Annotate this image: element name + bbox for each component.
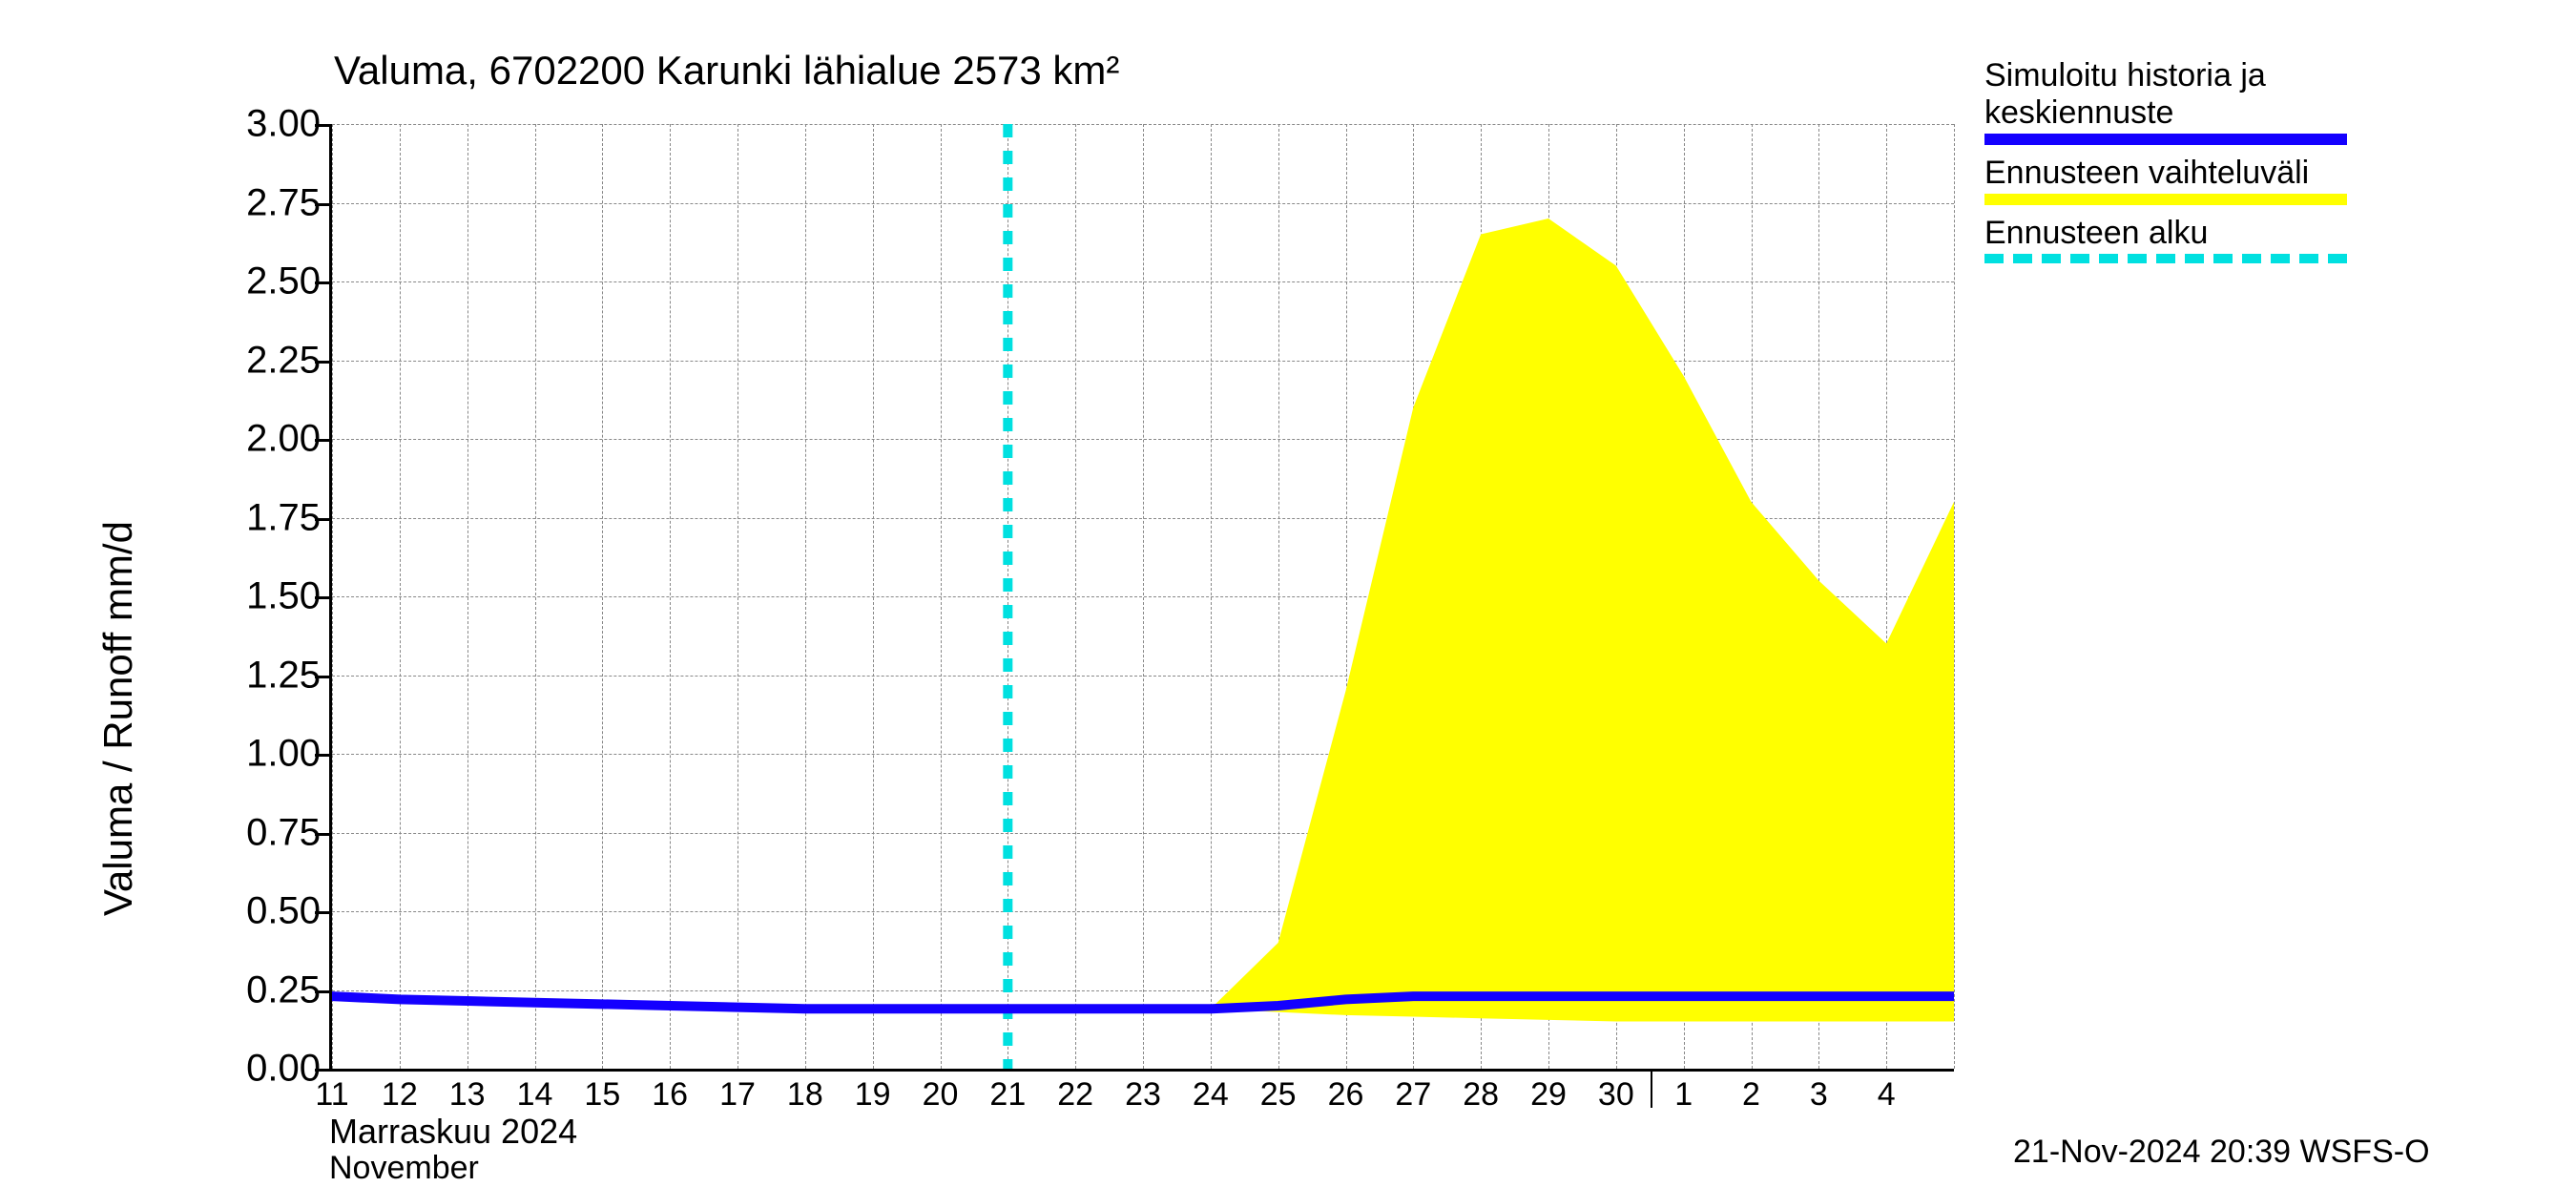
y-tick-label: 0.75 [246,811,321,854]
x-tick-label: 3 [1810,1076,1828,1114]
x-tick-label: 17 [719,1076,756,1114]
x-tick-label: 23 [1125,1076,1161,1114]
grid-line-vertical [1954,124,1955,1069]
x-tick-label: 28 [1463,1076,1499,1114]
x-tick-label: 29 [1530,1076,1567,1114]
legend-entry-range: Ennusteen vaihteluväli [1984,155,2347,205]
y-tick-label: 2.50 [246,260,321,303]
x-tick-label: 20 [923,1076,959,1114]
x-tick-label: 12 [382,1076,418,1114]
y-tick-label: 1.00 [246,733,321,776]
y-tick-label: 1.75 [246,496,321,539]
x-tick-label: 19 [855,1076,891,1114]
y-tick-label: 2.75 [246,181,321,224]
y-tick-label: 1.25 [246,654,321,697]
x-axis-month-label-en: November [329,1150,479,1187]
y-tick-label: 2.00 [246,418,321,461]
legend-label: Ennusteen alku [1984,215,2347,252]
month-divider [1651,1072,1652,1108]
x-tick-label: 25 [1260,1076,1297,1114]
y-tick-label: 1.50 [246,575,321,618]
legend-swatch-yellow [1984,194,2347,205]
x-tick-label: 13 [449,1076,486,1114]
x-tick-label: 21 [989,1076,1026,1114]
x-tick-label: 11 [315,1076,348,1114]
x-tick-label: 22 [1057,1076,1093,1114]
y-tick-label: 3.00 [246,103,321,146]
x-tick-label: 24 [1193,1076,1229,1114]
x-tick-label: 2 [1742,1076,1760,1114]
x-tick-label: 15 [584,1076,620,1114]
x-tick-label: 1 [1674,1076,1693,1114]
legend-entry-simulated: Simuloitu historia ja keskiennuste [1984,57,2347,145]
x-axis-month-label-fi: Marraskuu 2024 [329,1112,577,1152]
x-tick-label: 14 [517,1076,553,1114]
forecast-range-band [1211,140,1954,1022]
chart-container: Valuma, 6702200 Karunki lähialue 2573 km… [0,0,2576,1145]
x-tick-label: 16 [652,1076,688,1114]
y-tick-label: 2.25 [246,339,321,382]
footer-timestamp: 21-Nov-2024 20:39 WSFS-O [2013,1134,2430,1171]
plot-svg [332,124,1954,1069]
legend: Simuloitu historia ja keskiennuste Ennus… [1984,57,2347,273]
legend-swatch-blue [1984,134,2347,145]
y-tick-label: 0.00 [246,1048,321,1091]
y-tick-label: 0.25 [246,968,321,1011]
x-tick-label: 30 [1598,1076,1634,1114]
y-axis-label: Valuma / Runoff mm/d [95,521,141,916]
legend-label: Simuloitu historia ja [1984,57,2347,94]
legend-entry-forecast-start: Ennusteen alku [1984,215,2347,263]
x-tick-label: 18 [787,1076,823,1114]
y-tick-label: 0.50 [246,890,321,933]
chart-title: Valuma, 6702200 Karunki lähialue 2573 km… [334,48,1119,94]
x-tick-label: 4 [1878,1076,1896,1114]
legend-label: keskiennuste [1984,94,2347,132]
legend-label: Ennusteen vaihteluväli [1984,155,2347,192]
x-tick-label: 27 [1395,1076,1431,1114]
legend-swatch-cyan [1984,254,2347,263]
plot-area: 0.000.250.500.751.001.251.501.752.002.25… [329,124,1954,1072]
x-tick-label: 26 [1328,1076,1364,1114]
